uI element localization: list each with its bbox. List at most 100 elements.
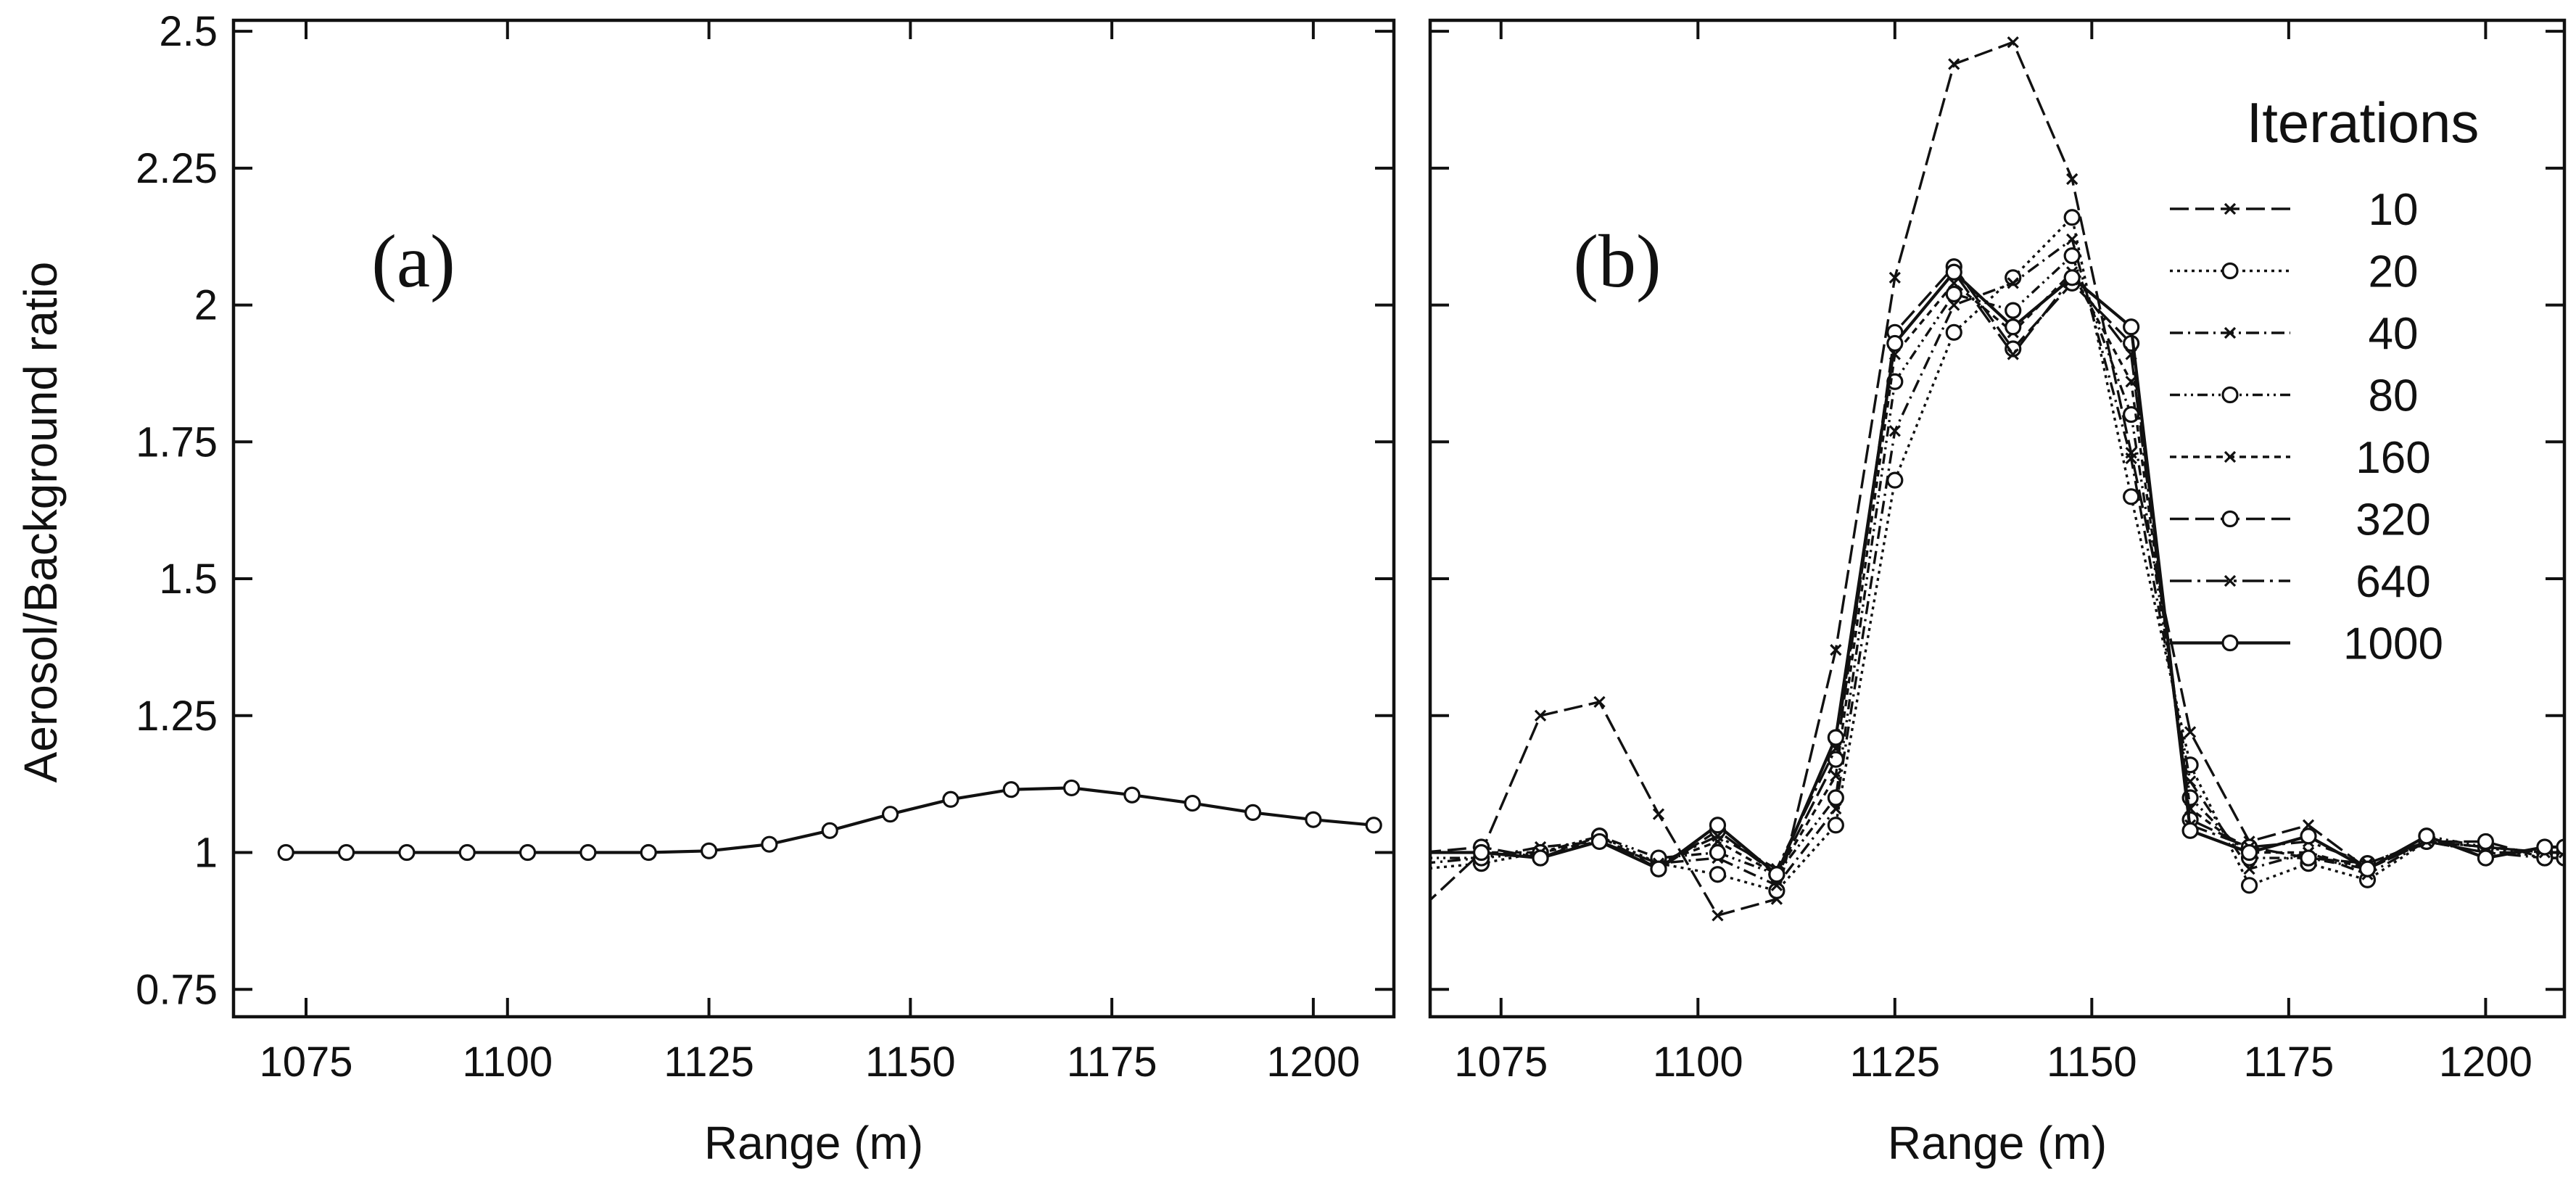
- data-point: [1827, 751, 1844, 768]
- data-point: [2123, 318, 2140, 336]
- legend-label-160: 160: [2356, 433, 2430, 483]
- data-point: [1709, 866, 1727, 883]
- data-point: [1948, 58, 1960, 70]
- y-tick-label: 2.25: [136, 145, 218, 192]
- data-point: [2477, 833, 2494, 851]
- data-point: [1652, 808, 1665, 820]
- data-point: [700, 842, 718, 859]
- x-tick-label: 1175: [1067, 1039, 1157, 1086]
- data-point: [1002, 781, 1020, 798]
- data-point: [1945, 263, 1962, 281]
- data-point: [1712, 909, 1724, 922]
- data-point: [2005, 318, 2022, 336]
- data-point: [1945, 323, 1962, 341]
- legend-label-640: 640: [2356, 557, 2430, 607]
- data-point: [337, 843, 355, 862]
- y-tick-label: 2.5: [159, 8, 218, 55]
- data-point: [821, 822, 838, 839]
- data-point: [2240, 877, 2258, 894]
- data-point: [519, 843, 537, 862]
- data-point: [1888, 271, 1901, 284]
- data-point: [2418, 827, 2435, 845]
- legend-marker: [2221, 262, 2239, 280]
- data-point: [1123, 786, 1141, 804]
- data-point: [2536, 838, 2554, 856]
- data-point: [1886, 334, 1904, 352]
- data-point: [2123, 405, 2140, 424]
- panel-label: (b): [1573, 220, 1661, 303]
- data-point: [2125, 452, 2137, 465]
- data-point: [1590, 833, 1609, 851]
- legend-marker: [2224, 450, 2237, 463]
- x-tick-label: 1100: [1653, 1039, 1743, 1086]
- x-axis-title: Range (m): [704, 1117, 923, 1169]
- data-point: [1827, 789, 1844, 806]
- data-point: [1532, 849, 1549, 867]
- legend-label-320: 320: [2356, 495, 2430, 545]
- legend-marker: [2224, 202, 2237, 215]
- data-point: [1593, 695, 1606, 709]
- y-tick-label: 1.75: [136, 418, 218, 466]
- data-point: [2007, 348, 2019, 360]
- plot-frame: [231, 18, 1396, 1019]
- panel-a: 1075 1100 1125 1150 1175 1200 0.75 1 1.25 1.5 1.75…: [136, 8, 1396, 1169]
- data-point: [2066, 233, 2078, 246]
- data-point: [2005, 302, 2022, 319]
- legend-marker: [2224, 574, 2237, 587]
- data-point: [277, 843, 294, 862]
- legend-marker: [2224, 326, 2237, 339]
- series-line-640: [1430, 270, 2564, 871]
- x-tick-label: 1150: [2047, 1039, 2137, 1086]
- data-point: [1534, 709, 1547, 722]
- y-tick-label: 1.5: [159, 556, 218, 603]
- legend-label-1000: 1000: [2343, 619, 2443, 669]
- data-point: [2066, 173, 2078, 186]
- data-point: [2123, 488, 2140, 505]
- data-point: [1886, 471, 1904, 489]
- data-point: [1768, 866, 1786, 883]
- y-axis-title: Aerosol/Background ratio: [15, 262, 67, 783]
- plot-area: [1430, 36, 2564, 922]
- x-tick-label: 1125: [664, 1039, 754, 1086]
- data-point: [1365, 817, 1382, 834]
- y-tick-label: 0.75: [136, 966, 218, 1013]
- legend-marker: [2221, 510, 2239, 528]
- data-point: [1830, 769, 1842, 782]
- legend: Iterations 10 20 40 80 160 320 640 1000: [2170, 91, 2479, 669]
- data-point: [2240, 843, 2258, 862]
- x-tick-label: 1175: [2243, 1039, 2334, 1086]
- data-point: [1305, 811, 1322, 828]
- data-point: [2063, 209, 2081, 226]
- legend-marker: [2221, 634, 2239, 652]
- plot-frame: [1428, 18, 2567, 1019]
- x-axis-title: Range (m): [1888, 1117, 2107, 1169]
- x-tick-label: 1150: [865, 1039, 956, 1086]
- legend-label-10: 10: [2369, 185, 2419, 235]
- x-tick-label: 1200: [1266, 1039, 1360, 1086]
- plot-area: [277, 779, 1382, 862]
- data-point: [2556, 838, 2564, 856]
- data-point: [1945, 285, 1962, 303]
- x-tick-label: 1200: [2439, 1039, 2532, 1086]
- panel-label: (a): [371, 220, 455, 303]
- y-tick-label: 1.25: [136, 693, 218, 740]
- data-point: [1827, 817, 1844, 834]
- legend-title: Iterations: [2247, 91, 2480, 154]
- data-point: [942, 790, 959, 808]
- data-point: [881, 806, 899, 823]
- data-point: [2007, 36, 2019, 49]
- data-point: [2358, 860, 2377, 878]
- data-point: [1709, 843, 1727, 862]
- x-tick-label: 1100: [462, 1039, 553, 1086]
- data-point: [398, 843, 416, 862]
- legend-marker: [2221, 386, 2239, 404]
- legend-label-20: 20: [2369, 247, 2419, 297]
- x-tick-label: 1075: [259, 1039, 352, 1086]
- data-point: [1650, 860, 1667, 878]
- data-point: [2005, 340, 2022, 358]
- panel-b: 1075 1100 1125 1150 1175 1200 (b) Range (m) Iter…: [1428, 18, 2567, 1169]
- data-point: [1709, 817, 1727, 834]
- x-tick-label: 1125: [1849, 1039, 1940, 1086]
- data-point: [2181, 822, 2199, 839]
